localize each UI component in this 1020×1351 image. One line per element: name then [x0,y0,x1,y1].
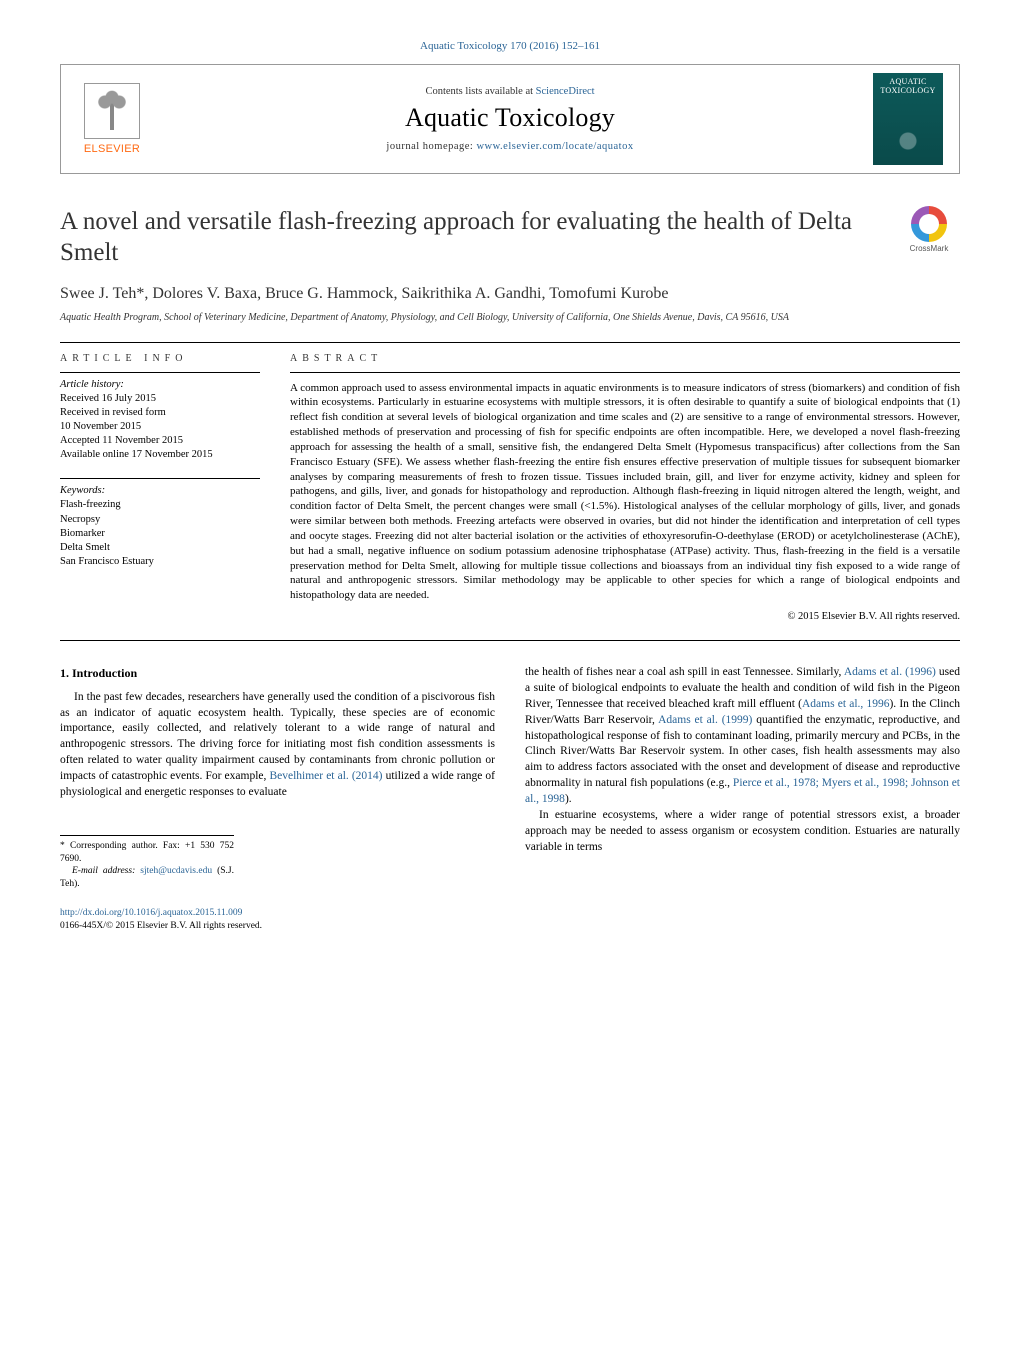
affiliation: Aquatic Health Program, School of Veteri… [60,311,960,324]
doi-link[interactable]: http://dx.doi.org/10.1016/j.aquatox.2015… [60,908,242,918]
authors-text: Swee J. Teh*, Dolores V. Baxa, Bruce G. … [60,285,669,302]
intro-text-1a: In the past few decades, researchers hav… [60,691,495,782]
email-line: E-mail address: sjteh@ucdavis.edu (S.J. … [60,865,234,891]
divider-bottom [60,640,960,641]
authors-list: Swee J. Teh*, Dolores V. Baxa, Bruce G. … [60,285,960,303]
intro-paragraph-left: In the past few decades, researchers hav… [60,690,495,801]
footnotes-block: * Corresponding author. Fax: +1 530 752 … [60,835,234,891]
divider-top [60,342,960,343]
crossmark-icon [911,206,947,242]
doi-block: http://dx.doi.org/10.1016/j.aquatox.2015… [60,907,495,933]
issn-copyright-line: 0166-445X/© 2015 Elsevier B.V. All right… [60,921,262,931]
article-info-heading: ARTICLE INFO [60,353,260,364]
info-divider [60,372,260,373]
journal-name: Aquatic Toxicology [147,103,873,133]
abstract-divider [290,372,960,373]
article-info-sidebar: ARTICLE INFO Article history: Received 1… [60,353,260,623]
body-two-columns: 1. Introduction In the past few decades,… [60,665,960,932]
abstract-block: ABSTRACT A common approach used to asses… [290,353,960,623]
keywords-divider [60,478,260,479]
cover-title: AQUATIC TOXICOLOGY [875,77,941,95]
intro-paragraph-right-2: In estuarine ecosystems, where a wider r… [525,808,960,856]
left-column: 1. Introduction In the past few decades,… [60,665,495,932]
citation-adams-1996a[interactable]: Adams et al. (1996) [844,666,936,678]
abstract-heading: ABSTRACT [290,353,960,364]
keywords-label: Keywords: [60,485,260,496]
homepage-prefix: journal homepage: [386,141,476,152]
crossmark-badge[interactable]: CrossMark [898,206,960,253]
accepted-date: Accepted 11 November 2015 [60,434,260,448]
available-online-date: Available online 17 November 2015 [60,448,260,462]
elsevier-tree-icon [84,83,140,139]
corresponding-email-link[interactable]: sjteh@ucdavis.edu [140,866,212,876]
publisher-brand: ELSEVIER [77,143,147,155]
citation-bevelhimer-2014[interactable]: Bevelhimer et al. (2014) [269,770,382,782]
right-text-1a: the health of fishes near a coal ash spi… [525,666,844,678]
publisher-logo: ELSEVIER [77,83,147,155]
article-title: A novel and versatile flash-freezing app… [60,206,882,269]
journal-cover-thumbnail: AQUATIC TOXICOLOGY [873,73,943,165]
section-heading-intro: 1. Introduction [60,665,495,682]
journal-homepage-line: journal homepage: www.elsevier.com/locat… [147,141,873,152]
revised-line-2: 10 November 2015 [60,420,260,434]
contents-prefix: Contents lists available at [425,86,535,97]
keyword-5: San Francisco Estuary [60,555,260,569]
email-label: E-mail address: [72,866,140,876]
keyword-3: Biomarker [60,527,260,541]
received-date: Received 16 July 2015 [60,392,260,406]
sciencedirect-link[interactable]: ScienceDirect [536,86,595,97]
homepage-link[interactable]: www.elsevier.com/locate/aquatox [476,141,633,152]
citation-adams-1999[interactable]: Adams et al. (1999) [658,714,752,726]
citation-adams-1996b[interactable]: Adams et al., 1996 [802,698,889,710]
keyword-2: Necropsy [60,513,260,527]
intro-paragraph-right-1: the health of fishes near a coal ash spi… [525,665,960,808]
contents-available-line: Contents lists available at ScienceDirec… [147,86,873,97]
abstract-text: A common approach used to assess environ… [290,381,960,604]
corresponding-author-note: * Corresponding author. Fax: +1 530 752 … [60,840,234,866]
revised-line-1: Received in revised form [60,406,260,420]
journal-header: ELSEVIER Contents lists available at Sci… [60,64,960,174]
abstract-copyright: © 2015 Elsevier B.V. All rights reserved… [290,611,960,622]
keyword-1: Flash-freezing [60,498,260,512]
cover-art-icon [877,121,939,161]
journal-reference-link[interactable]: Aquatic Toxicology 170 (2016) 152–161 [420,40,600,52]
crossmark-label: CrossMark [898,244,960,253]
right-text-1e: ). [565,793,572,805]
right-column: the health of fishes near a coal ash spi… [525,665,960,932]
keyword-4: Delta Smelt [60,541,260,555]
history-label: Article history: [60,379,260,390]
journal-reference: Aquatic Toxicology 170 (2016) 152–161 [60,40,960,52]
